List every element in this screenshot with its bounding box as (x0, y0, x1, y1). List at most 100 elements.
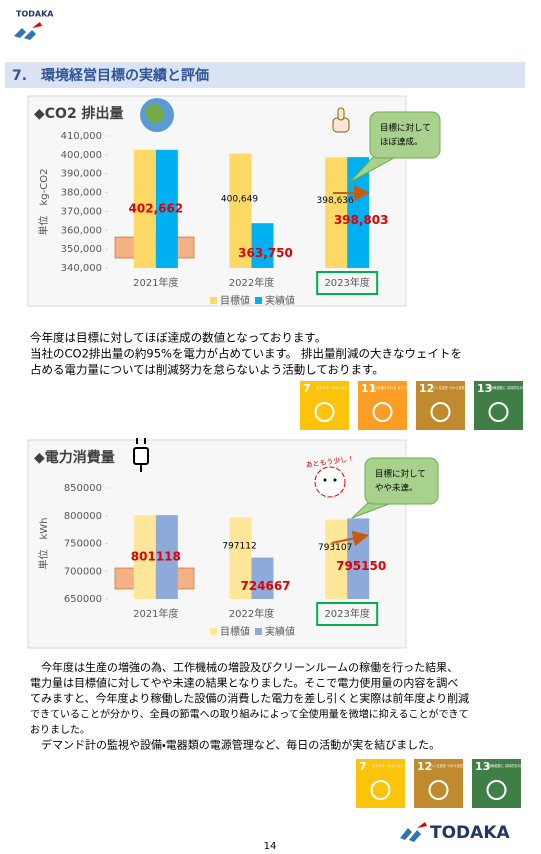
x-tick-label: 2023年度 (324, 607, 369, 620)
legend-label: 目標値 (220, 625, 250, 638)
data-label: 402,662 (129, 201, 184, 215)
bar (155, 149, 178, 268)
highlight-box (316, 271, 379, 295)
text-line: 今年度は生産の増強の為、工作機械の増設及びクリーンルームの稼働を行った結果、 (30, 660, 458, 674)
y-tick-label: 350,000 (61, 244, 102, 255)
sdg-number: 13 (475, 760, 490, 773)
bar (133, 149, 156, 268)
brand: TODAKA (16, 10, 54, 19)
x-tick-label: 2021年度 (133, 276, 178, 289)
logo-mark (24, 30, 36, 40)
bar (251, 223, 274, 268)
y-axis-label: 単位 kg-CO2 (37, 169, 50, 236)
paragraph: 今年度は目標に対してほぼ達成の数値となっております。当社のCO2排出量の約95%… (30, 331, 462, 377)
logo-mark (32, 22, 42, 28)
globe-icon (146, 104, 165, 124)
highlight-box (316, 602, 379, 626)
data-label: 398,803 (334, 213, 389, 227)
bar (347, 157, 370, 268)
comment-text: 目標に対して (375, 469, 426, 480)
text-line: てみますと、今年度より稼働した設備の消費した電力を差し引くと実際は前年度より削減 (30, 691, 469, 705)
text-line: 占める電力量については削減努力を怠らないよう活動しております。 (30, 363, 384, 377)
text-line: 当社のCO2排出量の約95%を電力が占めています。 排出量削減の大きなウェイトを (30, 347, 462, 361)
page-number: 14 (264, 841, 277, 852)
text-line: 電力量は目標値に対してやや未達の結果となりました。そこで電力使用量の内容を調べ (30, 676, 458, 690)
sdg-label: つくる責任 つかう責任 (432, 385, 466, 390)
text-line: できていることが分かり、全員の節電への取り組みによって全使用量を微増に抑えること… (30, 708, 469, 721)
sdg-number: 12 (417, 760, 432, 773)
comment-text: やや未達。 (375, 483, 418, 494)
footer-brand: TODAKA (430, 823, 510, 843)
bar (251, 557, 274, 599)
sdg-number: 11 (361, 382, 376, 395)
y-tick-label: 800000 (64, 511, 102, 522)
legend-swatch (255, 297, 262, 304)
x-tick-label: 2022年度 (229, 276, 274, 289)
legend-label: 実績値 (265, 625, 295, 638)
bar (325, 519, 348, 599)
y-tick-label: 370,000 (61, 206, 102, 217)
plug-icon (136, 438, 146, 472)
sdg-symbol (488, 402, 509, 422)
data-label: 398,636 (317, 196, 354, 206)
section-title: 7. 環境経営目標の実績と評価 (12, 67, 209, 84)
data-label: 795150 (336, 559, 386, 573)
sdg-label: エネルギーをみんなに そしてクリーンに (372, 763, 430, 768)
y-tick-label: 400,000 (61, 150, 102, 161)
comment-text: 目標に対して (380, 123, 431, 134)
flower-icon (314, 466, 346, 498)
y-tick-label: 340,000 (61, 263, 102, 274)
data-label: 724667 (240, 579, 290, 593)
sdg-label: 気候変動に 具体的な対策を (488, 763, 527, 768)
bar (133, 515, 156, 599)
data-label: 801118 (131, 550, 181, 564)
chart-title: ◆電力消費量 (34, 449, 115, 466)
comment-bubble (364, 457, 439, 505)
sdg-symbol (370, 780, 391, 800)
logo-mark (14, 28, 26, 38)
sdg-label: 気候変動に 具体的な対策を (490, 385, 529, 390)
bar (325, 157, 348, 268)
flower-icon (323, 478, 327, 482)
data-label: 363,750 (238, 246, 293, 260)
comment-bubble (369, 111, 441, 159)
plug-icon (133, 447, 149, 465)
text-line: デマンド計の監視や設備・電器類の電源管理など、毎日の活動が実を結びました。 (30, 738, 440, 752)
x-tick-label: 2021年度 (133, 607, 178, 620)
y-axis-label: 単位 kWh (37, 517, 50, 569)
paragraph: 今年度は生産の増強の為、工作機械の増設及びクリーンルームの稼働を行った結果、電力… (30, 660, 469, 752)
data-label: 793107 (318, 543, 352, 553)
logo-mark (417, 822, 427, 828)
legend-label: 実績値 (265, 294, 295, 307)
sdg-symbol (428, 780, 449, 800)
sdg-number: 12 (419, 382, 434, 395)
comment-text: ほぼ達成。 (380, 137, 423, 148)
x-tick-label: 2023年度 (324, 276, 369, 289)
legend-swatch (210, 628, 217, 635)
y-tick-label: 650000 (64, 594, 102, 605)
y-tick-label: 750000 (64, 539, 102, 550)
logo-mark (400, 828, 412, 840)
legend-label: 目標値 (220, 294, 250, 307)
text-line: 今年度は目標に対してほぼ達成の数値となっております。 (30, 331, 326, 345)
text-line: おりました。 (30, 724, 90, 736)
bar (229, 153, 252, 268)
y-tick-label: 850000 (64, 483, 102, 494)
legend-swatch (255, 628, 262, 635)
legend-swatch (210, 297, 217, 304)
sdg-label: エネルギーをみんなに そしてクリーンに (316, 385, 374, 390)
sdg-number: 7 (359, 760, 367, 773)
section-bar (5, 62, 525, 88)
y-tick-label: 360,000 (61, 225, 102, 236)
data-label: 797112 (222, 542, 256, 552)
y-tick-label: 700000 (64, 566, 102, 577)
sdg-symbol (372, 402, 393, 422)
sdg-label: 住み続けられる まちづくりを (374, 385, 416, 390)
x-tick-label: 2022年度 (229, 607, 274, 620)
y-tick-label: 380,000 (61, 188, 102, 199)
bar (155, 515, 178, 599)
sdg-number: 7 (303, 382, 311, 395)
